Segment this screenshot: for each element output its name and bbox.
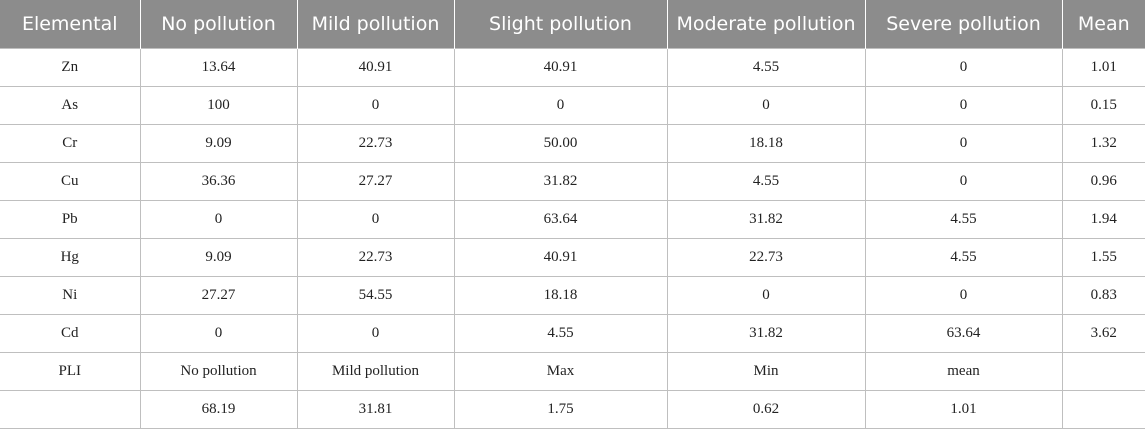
- table-cell: 0.62: [666, 390, 866, 429]
- table-row: Cr 9.09 22.73 50.00 18.18 0 1.32: [0, 124, 1145, 163]
- table-cell: 0.15: [1061, 86, 1145, 125]
- table-cell: 40.91: [296, 48, 455, 87]
- table-cell: 50.00: [453, 124, 668, 163]
- header-mild-pollution: Mild pollution: [297, 0, 455, 49]
- table-row: Hg 9.09 22.73 40.91 22.73 4.55 1.55: [0, 238, 1145, 277]
- table-header: Elemental No pollution Mild pollution Sl…: [0, 0, 1145, 49]
- table-cell: 4.55: [864, 238, 1063, 277]
- table-cell: 1.75: [453, 390, 668, 429]
- table-cell: 0: [139, 314, 298, 353]
- table-cell: Cr: [0, 124, 141, 163]
- table-cell: Cd: [0, 314, 141, 353]
- table-cell: 54.55: [296, 276, 455, 315]
- header-elemental: Elemental: [0, 0, 141, 49]
- table-row: 68.19 31.81 1.75 0.62 1.01: [0, 390, 1145, 429]
- table-cell: 31.82: [453, 162, 668, 201]
- table-cell: 0: [666, 276, 866, 315]
- table-cell: 3.62: [1061, 314, 1145, 353]
- table-cell: 31.82: [666, 200, 866, 239]
- table-cell: 18.18: [453, 276, 668, 315]
- table-cell: 68.19: [139, 390, 298, 429]
- table-cell: No pollution: [139, 352, 298, 391]
- table-cell: 0: [296, 86, 455, 125]
- table-cell: Pb: [0, 200, 141, 239]
- table-row: PLI No pollution Mild pollution Max Min …: [0, 352, 1145, 391]
- header-mean: Mean: [1062, 0, 1145, 49]
- table-row: As 100 0 0 0 0 0.15: [0, 86, 1145, 125]
- header-moderate-pollution: Moderate pollution: [667, 0, 866, 49]
- table-cell: [1061, 352, 1145, 391]
- table-cell: Ni: [0, 276, 141, 315]
- table-cell: As: [0, 86, 141, 125]
- table-cell: 4.55: [666, 48, 866, 87]
- table-body: Zn 13.64 40.91 40.91 4.55 0 1.01 As 100 …: [0, 48, 1145, 429]
- table-cell: 0: [666, 86, 866, 125]
- table-cell: 63.64: [864, 314, 1063, 353]
- table-cell: 22.73: [666, 238, 866, 277]
- table-cell: 0.96: [1061, 162, 1145, 201]
- table-cell: 4.55: [453, 314, 668, 353]
- table-cell: 63.64: [453, 200, 668, 239]
- table-cell: 36.36: [139, 162, 298, 201]
- table-cell: mean: [864, 352, 1063, 391]
- table-row: Cd 0 0 4.55 31.82 63.64 3.62: [0, 314, 1145, 353]
- table-cell: 1.94: [1061, 200, 1145, 239]
- table-cell: 100: [139, 86, 298, 125]
- table-row: Pb 0 0 63.64 31.82 4.55 1.94: [0, 200, 1145, 239]
- table-cell: 4.55: [864, 200, 1063, 239]
- table-cell: Max: [453, 352, 668, 391]
- table-cell: 22.73: [296, 238, 455, 277]
- table-cell: 1.01: [864, 390, 1063, 429]
- table-cell: 31.82: [666, 314, 866, 353]
- table-cell: 0: [453, 86, 668, 125]
- header-slight-pollution: Slight pollution: [454, 0, 668, 49]
- table-cell: Min: [666, 352, 866, 391]
- table-cell: 0: [296, 200, 455, 239]
- table-cell: 9.09: [139, 238, 298, 277]
- table-cell: 22.73: [296, 124, 455, 163]
- table-cell: 0: [296, 314, 455, 353]
- table-cell: 18.18: [666, 124, 866, 163]
- table-cell: Hg: [0, 238, 141, 277]
- table-cell: 13.64: [139, 48, 298, 87]
- table-cell: 0: [864, 86, 1063, 125]
- table-cell: 0: [139, 200, 298, 239]
- table-cell: 0: [864, 162, 1063, 201]
- table-cell: 1.55: [1061, 238, 1145, 277]
- header-no-pollution: No pollution: [140, 0, 298, 49]
- table-cell: 1.32: [1061, 124, 1145, 163]
- table-cell: 0: [864, 124, 1063, 163]
- table-cell: 40.91: [453, 48, 668, 87]
- table-cell: 40.91: [453, 238, 668, 277]
- table-cell: 0: [864, 48, 1063, 87]
- table-cell: 9.09: [139, 124, 298, 163]
- table-cell: 1.01: [1061, 48, 1145, 87]
- table-row: Cu 36.36 27.27 31.82 4.55 0 0.96: [0, 162, 1145, 201]
- table-cell: Zn: [0, 48, 141, 87]
- table-cell: 27.27: [296, 162, 455, 201]
- header-severe-pollution: Severe pollution: [865, 0, 1063, 49]
- table-cell: Mild pollution: [296, 352, 455, 391]
- header-row: Elemental No pollution Mild pollution Sl…: [0, 0, 1145, 49]
- table-cell: [1061, 390, 1145, 429]
- table-cell: Cu: [0, 162, 141, 201]
- table-row: Ni 27.27 54.55 18.18 0 0 0.83: [0, 276, 1145, 315]
- table-cell: 0: [864, 276, 1063, 315]
- table-cell: PLI: [0, 352, 141, 391]
- table-cell: 4.55: [666, 162, 866, 201]
- table-row: Zn 13.64 40.91 40.91 4.55 0 1.01: [0, 48, 1145, 87]
- table-cell: 0.83: [1061, 276, 1145, 315]
- table-cell: 31.81: [296, 390, 455, 429]
- table-cell: [0, 390, 141, 429]
- table-cell: 27.27: [139, 276, 298, 315]
